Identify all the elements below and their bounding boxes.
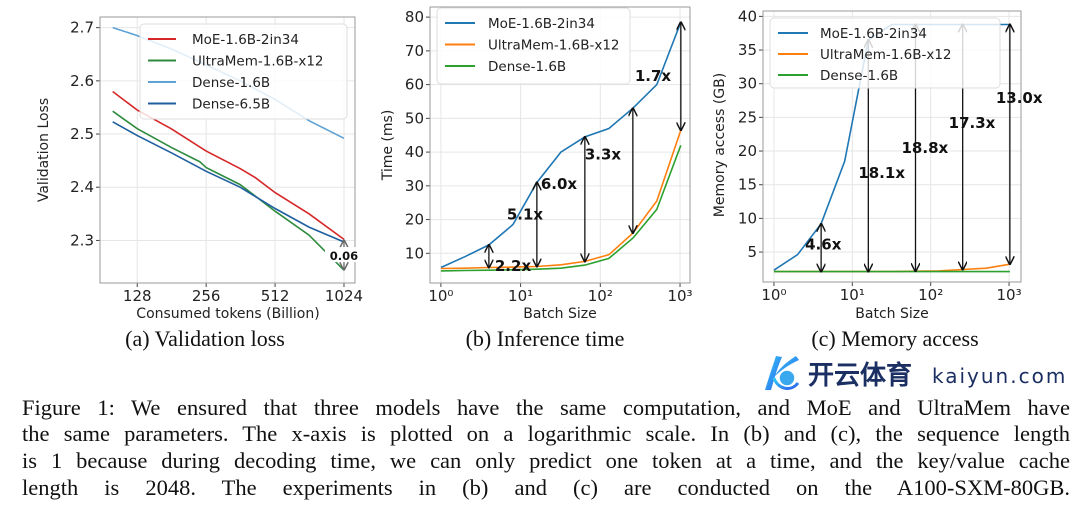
figure-charts: 128 256 512 1024 2.3 2.4 2.5 2.6 2.7 Consumed tok… [36, 6, 1043, 322]
legend-label: UltraMem-1.6B-x12 [192, 54, 324, 70]
legend-box [139, 23, 348, 120]
x-tick-label: 10² [588, 287, 613, 305]
x-tick-label: 10³ [997, 286, 1022, 304]
series-line-moe-1-6b-2in34 [440, 21, 682, 269]
y-tick-label: 30 [405, 177, 424, 195]
y-tick-label: 35 [738, 41, 757, 59]
subcaption-c: (c) Memory access [811, 326, 979, 351]
legend-label: MoE-1.6B-2in34 [192, 32, 299, 48]
y-tick-label: 2.3 [70, 231, 94, 249]
ratio-label: 3.3x [585, 146, 622, 164]
subcaption-b: (b) Inference time [465, 326, 625, 351]
y-tick-label: 2.7 [70, 19, 94, 37]
y-tick-label: 40 [738, 7, 757, 25]
caption-line-3: is 1 because during decoding time, we ca… [22, 448, 1070, 473]
legend: MoE-1.6B-2in34 UltraMem-1.6B-x12 Dense-1.6… [436, 7, 631, 85]
y-tick-label: 20 [738, 142, 757, 160]
ratio-label: 17.3x [949, 114, 996, 132]
ratio-label: 4.6x [805, 236, 842, 254]
y-tick-label: 2.4 [70, 178, 94, 196]
ratio-label: 6.0x [541, 175, 578, 193]
legend-box [436, 7, 631, 85]
y-tick-label: 20 [405, 211, 424, 229]
legend-label: Dense-1.6B [820, 68, 898, 84]
legend-label: Dense-1.6B [488, 59, 566, 75]
legend-label: Dense-6.5B [192, 97, 270, 113]
x-axis-label: Batch Size [523, 306, 596, 322]
x-tick-label: 10⁰ [761, 286, 786, 304]
ratio-label: 18.8x [902, 139, 949, 157]
y-tick-label: 5 [747, 243, 757, 261]
y-tick-label: 25 [738, 108, 757, 126]
plot-frame [99, 16, 356, 284]
series-line-ultramem-1-6b-x12 [112, 110, 345, 271]
legend-label: Dense-1.6B [192, 75, 270, 91]
y-axis-label: Memory access (GB) [712, 73, 728, 217]
series-line-dense-6-5b [112, 121, 345, 243]
caption-line-2: the same parameters. The x-axis is plott… [22, 421, 1070, 446]
ratio-label: 1.7x [635, 67, 672, 85]
x-tick-label: 10³ [667, 287, 692, 305]
caption-line-4: length is 2048. The experiments in (b) a… [22, 475, 1070, 500]
legend: MoE-1.6B-2in34 UltraMem-1.6B-x12 Dense-1.6… [139, 23, 348, 120]
legend-label: UltraMem-1.6B-x12 [488, 38, 620, 54]
subcaption-a: (a) Validation loss [125, 326, 285, 351]
y-axis-label: Validation Loss [36, 98, 52, 202]
plot-frame [762, 10, 1022, 283]
y-tick-label: 80 [405, 8, 424, 26]
ratio-label: 5.1x [507, 205, 544, 223]
legend-label: MoE-1.6B-2in34 [488, 16, 595, 32]
x-axis-label: Batch Size [855, 306, 928, 322]
legend-label: UltraMem-1.6B-x12 [820, 47, 952, 63]
x-tick-label: 1024 [325, 287, 363, 305]
x-tick-label: 128 [123, 287, 152, 305]
series-line-ultramem-1-6b-x12 [773, 263, 1011, 273]
series-line-ultramem-1-6b-x12 [440, 129, 682, 270]
y-tick-label: 30 [738, 75, 757, 93]
watermark-logo: 开云体育 kaiyun.com [765, 356, 1067, 391]
y-tick-label: 10 [738, 209, 757, 227]
series-line-dense-1-6b [440, 145, 682, 272]
ratio-label: 13.0x [996, 89, 1043, 107]
x-tick-label: 256 [192, 287, 221, 305]
validation-loss-chart: 128 256 512 1024 2.3 2.4 2.5 2.6 2.7 Consumed tok… [36, 16, 363, 322]
x-tick-label: 10¹ [508, 287, 533, 305]
y-tick-label: 60 [405, 76, 424, 94]
watermark-text-cn: 开云体育 [808, 360, 912, 391]
y-tick-label: 40 [405, 143, 424, 161]
y-tick-label: 10 [405, 244, 424, 262]
x-tick-label: 10⁰ [428, 287, 453, 305]
memory-access-chart: 10⁰ 10¹ 10² 10³ 5 10 15 20 25 30 35 40 Batch Size Mem… [712, 7, 1043, 322]
plot-frame [429, 6, 691, 284]
y-tick-label: 50 [405, 109, 424, 127]
y-tick-label: 2.5 [70, 125, 94, 143]
inference-time-chart: 10⁰ 10¹ 10² 10³ 10 20 30 40 50 60 70 80 Batch Size Ti… [380, 6, 693, 322]
legend-box [769, 17, 1001, 89]
x-axis-label: Consumed tokens (Billion) [136, 306, 319, 322]
ratio-label: 18.1x [858, 164, 905, 182]
y-axis-label: Time (ms) [380, 110, 396, 182]
x-tick-label: 10² [918, 286, 943, 304]
y-tick-label: 15 [738, 176, 757, 194]
x-tick-label: 512 [261, 287, 290, 305]
y-tick-label: 2.6 [70, 72, 94, 90]
annotation-bg [324, 247, 363, 263]
watermark-text-en: kaiyun.com [932, 364, 1067, 388]
caption-line-1: Figure 1: We ensured that three models h… [22, 395, 1070, 420]
legend: MoE-1.6B-2in34 UltraMem-1.6B-x12 Dense-1.6… [769, 17, 1001, 89]
ratio-label: 0.06 [330, 249, 358, 263]
legend-label: MoE-1.6B-2in34 [820, 26, 927, 42]
x-tick-label: 10¹ [840, 286, 865, 304]
y-tick-label: 70 [405, 42, 424, 60]
ratio-label: 2.2x [495, 257, 532, 275]
